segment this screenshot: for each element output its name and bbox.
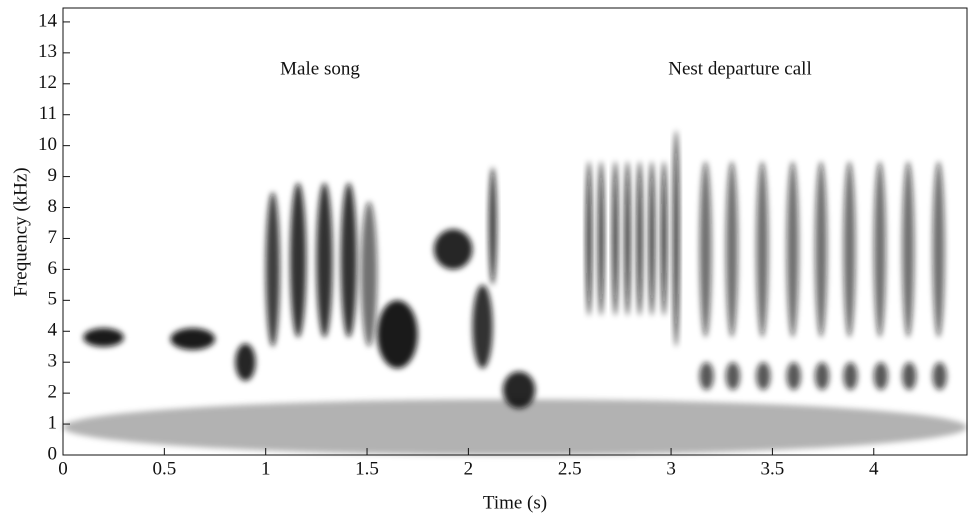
syllable	[873, 362, 888, 391]
y-axis-label: Frequency (kHz)	[10, 167, 31, 296]
syllable	[814, 362, 830, 391]
syllable	[360, 201, 378, 347]
y-tick-label: 14	[38, 10, 58, 31]
syllable	[756, 161, 769, 338]
syllable	[340, 182, 357, 338]
y-tick-label: 11	[39, 103, 57, 124]
syllable	[377, 300, 418, 369]
syllable	[235, 343, 256, 381]
syllable	[488, 167, 497, 285]
syllable	[756, 362, 771, 391]
syllable	[585, 161, 593, 316]
x-tick-label: 3.5	[761, 458, 785, 479]
y-tick-label: 5	[48, 289, 58, 310]
syllable	[624, 161, 631, 316]
x-axis-label: Time (s)	[483, 492, 547, 513]
syllable	[699, 161, 712, 338]
y-tick-label: 1	[48, 412, 58, 433]
syllable	[725, 362, 740, 391]
syllable	[902, 161, 915, 338]
x-tick-label: 0.5	[152, 458, 176, 479]
y-tick-label: 8	[48, 196, 58, 217]
spectrogram	[63, 130, 967, 456]
syllable	[902, 362, 917, 391]
syllable	[648, 161, 655, 316]
y-tick-label: 4	[48, 320, 58, 341]
syllable	[699, 362, 714, 391]
syllable	[265, 192, 280, 347]
syllable	[598, 161, 605, 316]
y-tick-label: 6	[48, 258, 58, 279]
y-tick-label: 13	[38, 41, 57, 62]
y-tick-label: 0	[48, 443, 58, 464]
syllable	[472, 284, 493, 369]
syllable	[725, 161, 738, 338]
syllable	[673, 130, 680, 347]
syllable	[316, 182, 333, 338]
x-tick-label: 3	[666, 458, 676, 479]
syllable	[843, 362, 858, 391]
syllable	[932, 362, 947, 391]
x-tick-label: 0	[58, 458, 68, 479]
syllable	[502, 371, 536, 409]
syllable	[83, 328, 124, 347]
syllable	[636, 161, 643, 316]
y-tick-label: 9	[48, 165, 58, 186]
y-tick-label: 7	[48, 227, 58, 248]
y-tick-label: 10	[38, 134, 57, 155]
syllable	[63, 399, 967, 456]
syllable	[814, 161, 828, 338]
syllable	[932, 161, 945, 338]
plot-frame	[62, 7, 968, 456]
syllable	[843, 161, 856, 338]
x-tick-label: 1	[261, 458, 271, 479]
syllable	[433, 229, 473, 270]
y-tick-label: 3	[48, 351, 58, 372]
syllable	[786, 362, 801, 391]
annotation: Male song	[280, 58, 360, 79]
y-tick-label: 12	[38, 72, 57, 93]
x-tick-label: 4	[869, 458, 879, 479]
x-tick-label: 1.5	[355, 458, 379, 479]
syllable	[290, 182, 307, 338]
syllable	[612, 161, 619, 316]
x-tick-label: 2	[464, 458, 474, 479]
annotation: Nest departure call	[668, 58, 811, 79]
syllable	[873, 161, 886, 338]
syllable	[786, 161, 799, 338]
y-tick-label: 2	[48, 381, 58, 402]
syllable	[660, 161, 668, 316]
x-tick-label: 2.5	[558, 458, 582, 479]
syllable	[170, 328, 216, 350]
